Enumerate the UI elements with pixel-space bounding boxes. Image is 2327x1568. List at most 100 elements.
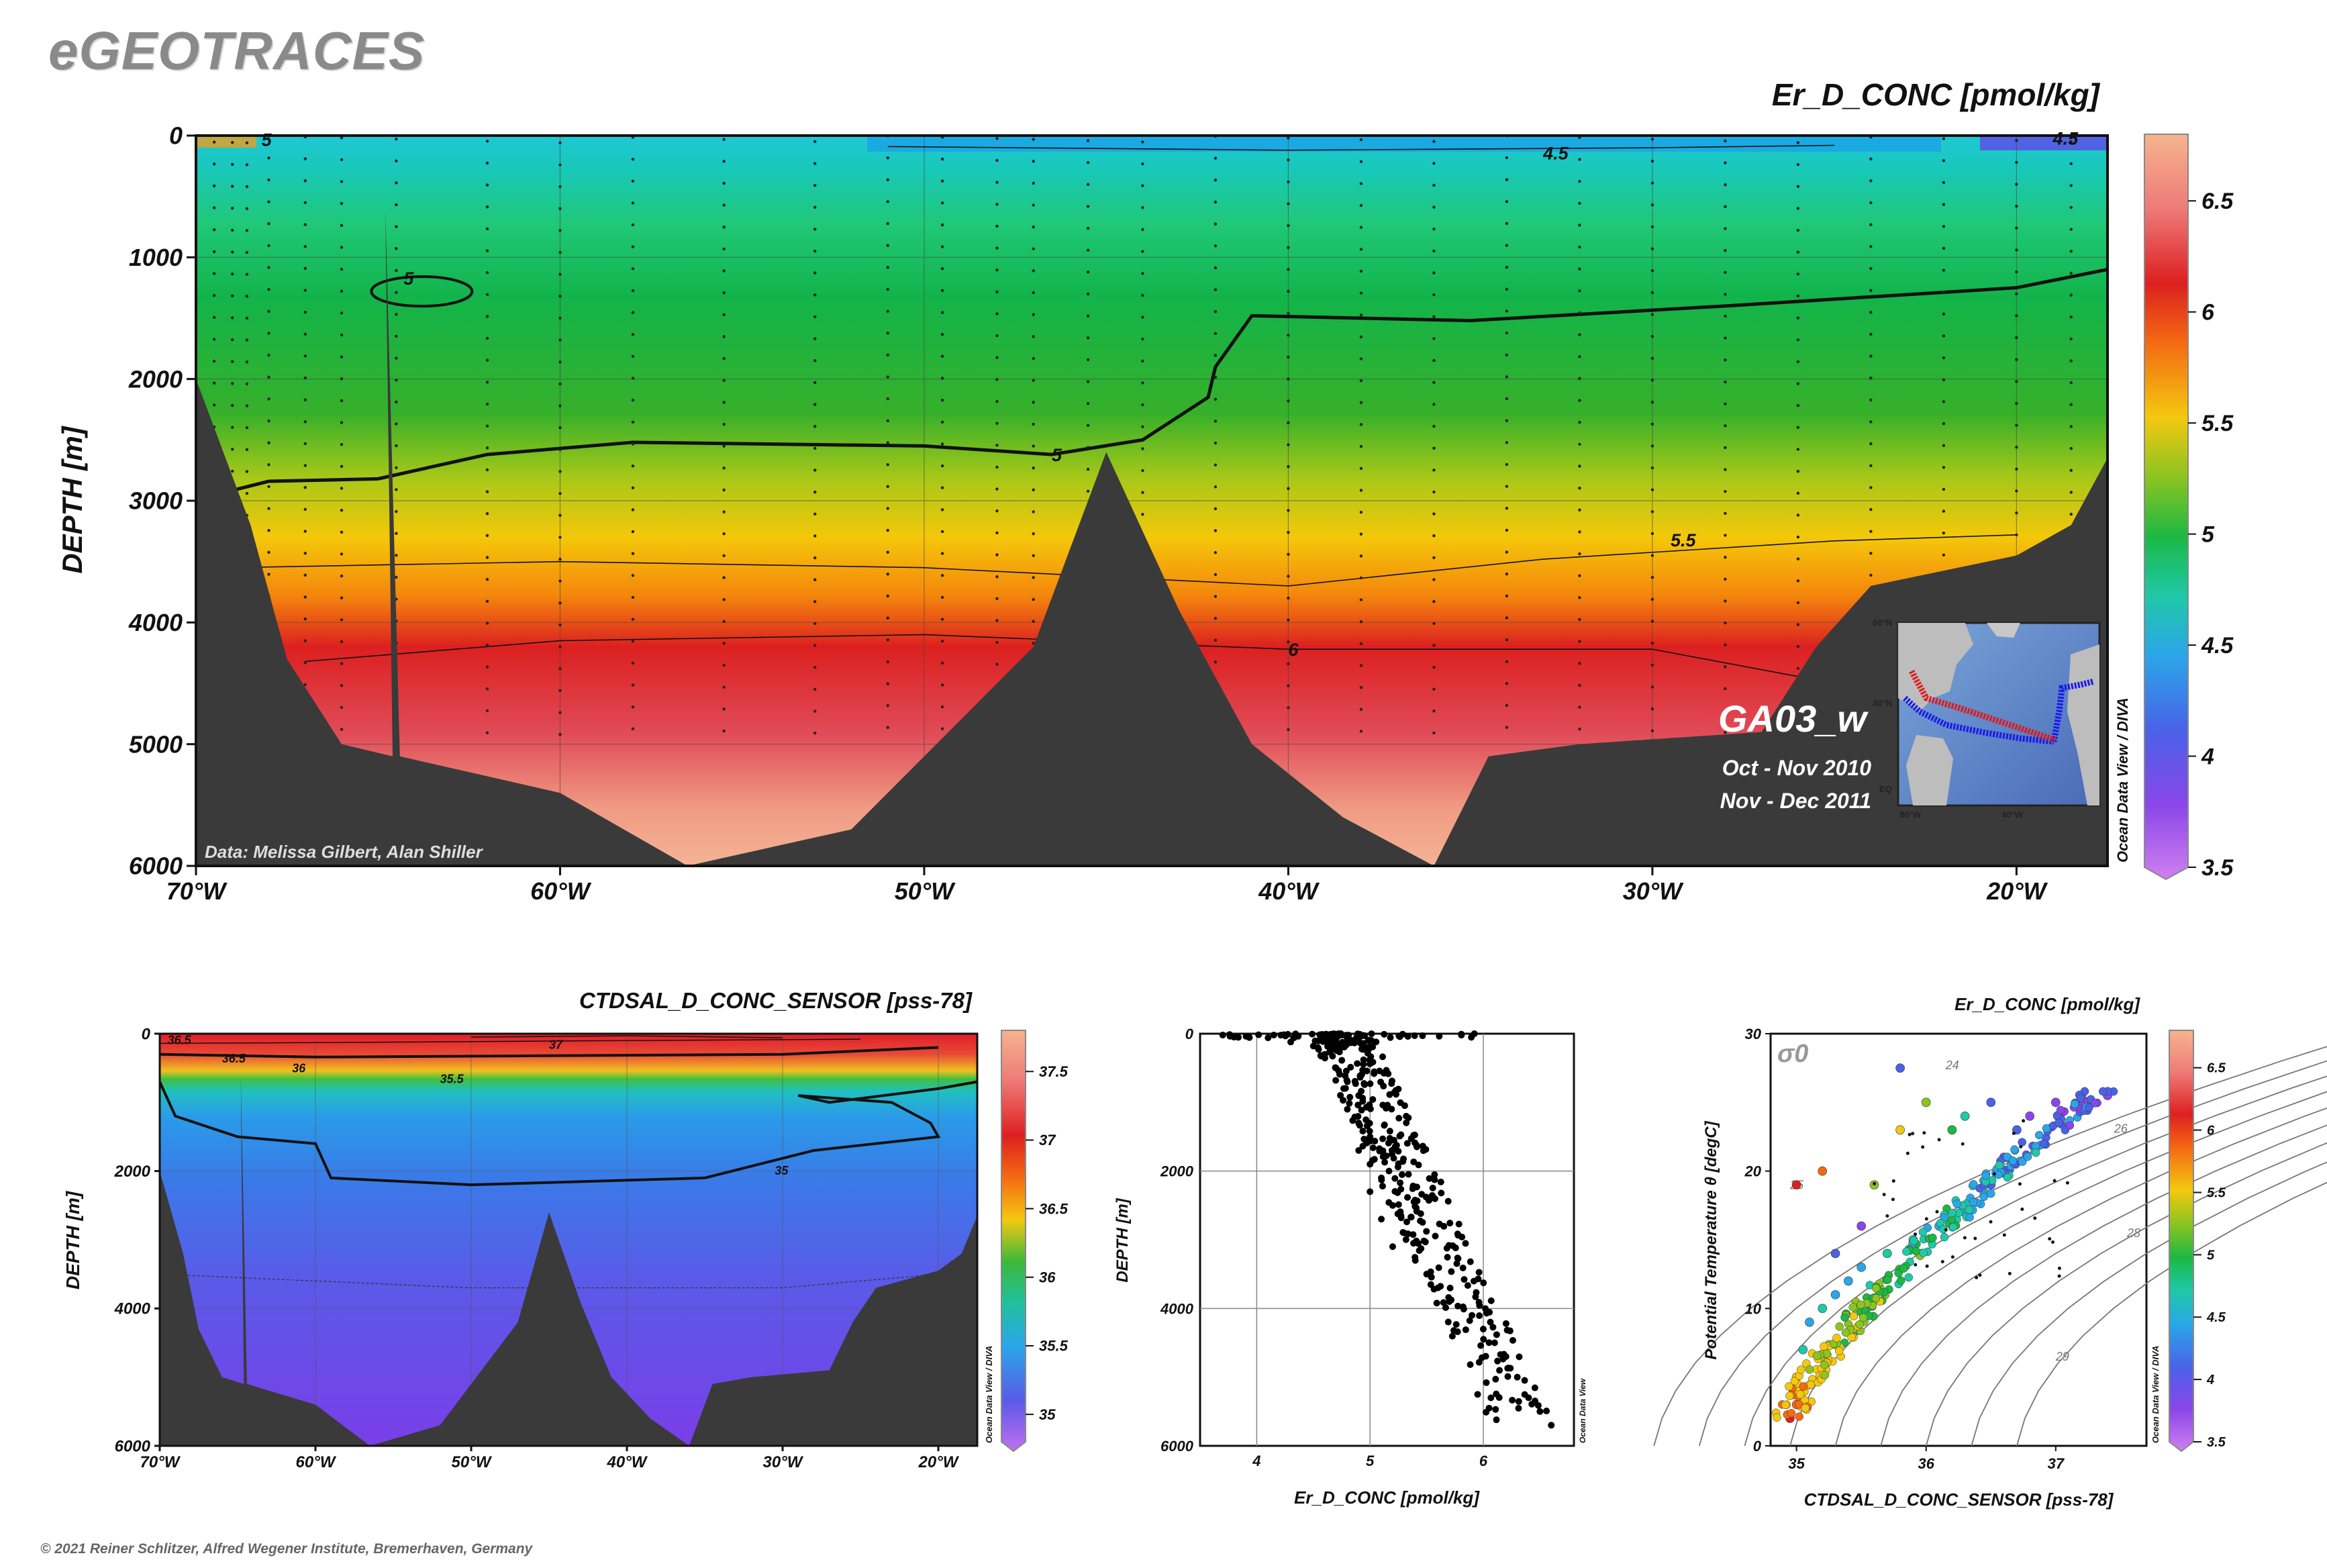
sample-dot: [245, 229, 249, 232]
profile-point: [1507, 1365, 1514, 1372]
sample-dot: [1032, 554, 1035, 557]
sample-dot: [940, 223, 944, 227]
sample-dot: [1650, 313, 1654, 316]
profile-point: [1403, 1119, 1410, 1126]
sample-dot: [886, 703, 889, 707]
ts-point: [1947, 1125, 1957, 1135]
profile-point: [1415, 1161, 1422, 1169]
sample-dot: [485, 446, 489, 450]
sample-dot: [886, 375, 889, 379]
sample-dot: [485, 336, 489, 340]
sample-dot: [1942, 137, 1946, 140]
ts-point: [1855, 1320, 1864, 1329]
profile-point: [1386, 1128, 1393, 1135]
sample-dot: [1796, 207, 1800, 210]
sample-dot: [1287, 575, 1290, 578]
sample-dot: [1505, 222, 1509, 226]
sample-dot: [1942, 334, 1946, 338]
sample-dot: [722, 576, 726, 579]
profile-point: [1531, 1384, 1538, 1391]
sample-dot: [2069, 140, 2073, 144]
sample-dot: [395, 291, 398, 294]
profile-point: [1393, 1091, 1400, 1098]
sample-dot: [395, 575, 398, 579]
profile-point: [1395, 1114, 1403, 1122]
sample-dot: [558, 557, 562, 561]
sample-dot: [1086, 489, 1090, 493]
sample-dot: [212, 184, 216, 188]
sample-dot: [2069, 315, 2073, 319]
sample-dot: [1214, 156, 1218, 160]
sample-dot: [2069, 228, 2073, 231]
ts-point: [1928, 1233, 1937, 1242]
contour-near-surface: [159, 1038, 861, 1044]
sample-dot: [1578, 245, 1581, 249]
sample-dot: [813, 687, 817, 691]
sample-dot: [722, 335, 726, 338]
sample-dot: [813, 578, 817, 581]
profile-point: [1411, 1032, 1418, 1040]
sample-dot: [1578, 267, 1581, 271]
profile-point: [1352, 1080, 1359, 1087]
er-colorbar-ramp: [2144, 134, 2189, 881]
sample-dot: [212, 293, 216, 297]
profile-point: [1435, 1264, 1442, 1271]
ts-point: [1904, 1273, 1914, 1282]
x-tick-label: 4: [1252, 1453, 1260, 1469]
sample-dot: [1505, 550, 1509, 554]
brand-logo-text: eGEOTRACES: [48, 21, 426, 81]
sample-dot: [1796, 250, 1800, 254]
profile-point: [1476, 1312, 1483, 1320]
colorbar-tick-label: 37.5: [1039, 1063, 1069, 1080]
y-tick-label: 6000: [1160, 1438, 1194, 1455]
sample-dot: [267, 332, 270, 335]
sample-dot: [340, 267, 344, 271]
sample-dot: [395, 422, 398, 426]
profile-point: [1426, 1175, 1433, 1182]
y-tick-label: 2000: [114, 1163, 151, 1181]
sample-dot: [1869, 420, 1873, 424]
sample-dot: [267, 441, 270, 444]
ts-point: [1921, 1097, 1931, 1108]
sample-dot: [813, 381, 817, 385]
sample-dot: [395, 532, 398, 535]
profile-point: [1356, 1122, 1363, 1129]
sample-dot: [1869, 573, 1873, 577]
sample-dot: [722, 554, 726, 558]
sample-dot: [1287, 684, 1290, 687]
profile-point: [1398, 1171, 1405, 1179]
profile-point: [1475, 1269, 1483, 1276]
map-north-america: [1898, 623, 1973, 712]
sample-dot: [2069, 491, 2073, 494]
profile-point: [1359, 1097, 1367, 1105]
sample-dot: [1359, 664, 1363, 667]
sample-dot: [2069, 293, 2073, 297]
sample-dot: [1796, 645, 1800, 648]
ts-point: [1965, 1213, 1974, 1222]
sample-dot: [886, 287, 889, 291]
profile-point: [1346, 1093, 1354, 1101]
sample-dot: [995, 663, 999, 666]
sample-dot: [1214, 179, 1218, 182]
sample-dot: [722, 642, 726, 645]
contour-4-5: [887, 144, 1835, 151]
profile-point: [1403, 1218, 1410, 1226]
sample-dot: [558, 579, 562, 583]
sample-dot: [558, 273, 562, 276]
profile-point: [1383, 1105, 1390, 1112]
sample-dot: [558, 732, 562, 736]
sample-dot: [1032, 335, 1035, 338]
sample-dot: [995, 181, 999, 184]
sample-dot: [1287, 706, 1290, 709]
sample-dot: [1942, 290, 1946, 294]
profile-point: [1338, 1057, 1346, 1064]
sample-dot: [1086, 160, 1090, 164]
sample-dot: [1578, 377, 1581, 381]
sample-dot: [303, 223, 307, 226]
profile-point: [1329, 1052, 1336, 1060]
y-tick-label: 0: [1753, 1438, 1762, 1455]
ts-point: [1820, 1342, 1828, 1351]
sample-dot: [1032, 160, 1035, 163]
sample-dot: [303, 157, 307, 160]
sample-dot: [2015, 401, 2018, 405]
